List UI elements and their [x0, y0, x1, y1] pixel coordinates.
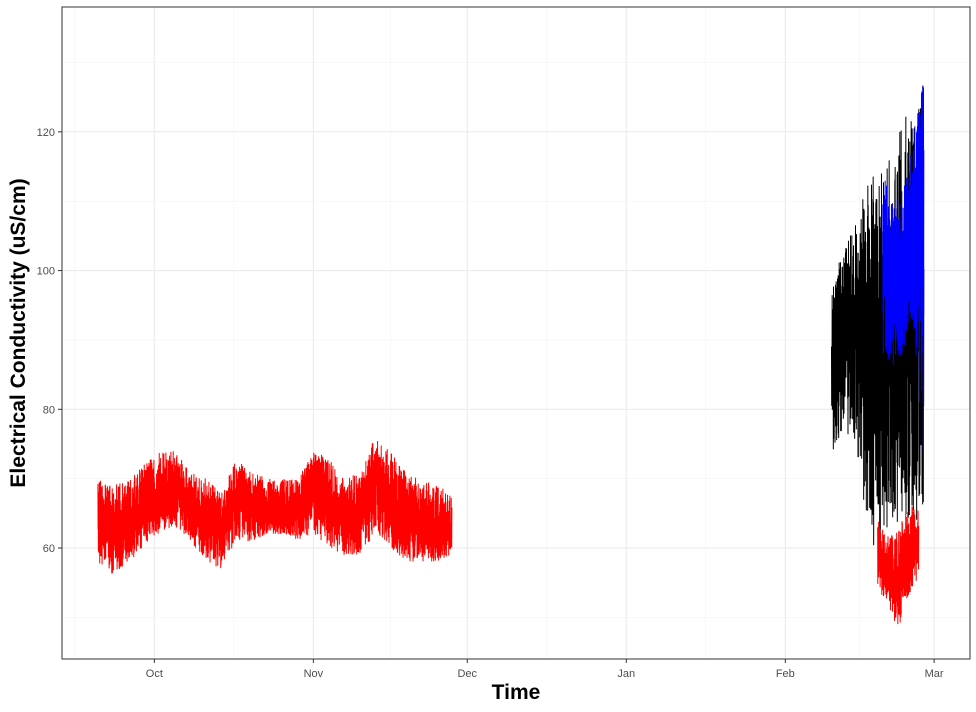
y-axis-title: Electrical Conductivity (uS/cm) [7, 178, 30, 487]
series-line-3 [882, 85, 925, 453]
x-tick-label: Jan [617, 668, 635, 680]
series-line-1 [97, 440, 453, 574]
y-tick-label: 120 [37, 127, 55, 139]
x-tick-label: Nov [304, 668, 324, 680]
series-line-4 [877, 506, 920, 625]
y-tick-label: 60 [43, 543, 55, 555]
plot-panel-border [61, 6, 971, 660]
grid-lines [62, 7, 970, 659]
x-tick-label: Feb [776, 668, 795, 680]
x-tick-label: Mar [925, 668, 944, 680]
x-axis: Oct Nov Dec Jan Feb Mar [146, 659, 944, 680]
y-axis: 60 80 100 120 [37, 127, 62, 555]
x-tick-label: Dec [457, 668, 477, 680]
y-tick-label: 80 [43, 404, 55, 416]
x-tick-label: Oct [146, 668, 163, 680]
y-tick-label: 100 [37, 266, 55, 278]
x-axis-title: Time [492, 681, 541, 704]
data-series [97, 85, 925, 625]
